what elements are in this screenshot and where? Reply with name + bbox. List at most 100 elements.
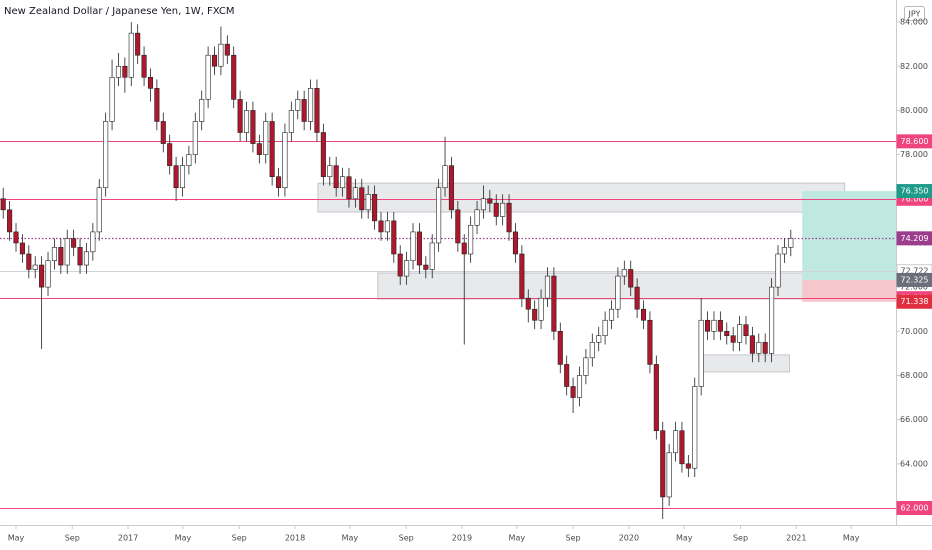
candle-body xyxy=(109,77,115,122)
zone xyxy=(317,182,846,213)
candle-body xyxy=(19,242,25,255)
candle-body xyxy=(352,187,358,200)
candle-body xyxy=(218,43,224,67)
candle-body xyxy=(128,32,134,78)
candle-body xyxy=(711,319,717,332)
stop-badge: 71.338 xyxy=(901,297,929,306)
x-tick-label: 2021 xyxy=(786,534,806,543)
candle-body xyxy=(32,264,38,270)
candle-body xyxy=(0,198,6,211)
candle-body xyxy=(730,335,736,343)
candle-body xyxy=(608,308,615,321)
entry-badge: 72.325 xyxy=(901,275,929,284)
candle-body xyxy=(506,202,512,233)
candle-body xyxy=(416,231,422,266)
candle-body xyxy=(211,54,218,67)
candle-body xyxy=(77,247,83,266)
candle-body xyxy=(500,202,506,217)
level-badge: 78.600 xyxy=(901,137,929,146)
candle-body xyxy=(308,88,314,122)
candle-body xyxy=(154,88,160,122)
candle-body xyxy=(692,386,698,469)
candle-body xyxy=(647,319,653,365)
candle-body xyxy=(551,275,557,332)
candle-body xyxy=(276,176,282,189)
candle-body xyxy=(519,253,525,299)
candle-body xyxy=(544,275,551,299)
level-badge: 62.000 xyxy=(901,503,929,512)
plot-area xyxy=(0,22,897,520)
currency-box[interactable] xyxy=(904,6,925,21)
x-tick-label: May xyxy=(8,534,25,543)
candle-body xyxy=(205,54,211,100)
candle-body xyxy=(769,286,775,354)
candle-body xyxy=(615,275,621,310)
candle-body xyxy=(602,319,608,337)
candle-body xyxy=(269,121,275,177)
candle-body xyxy=(666,452,672,498)
candle-body xyxy=(224,43,230,56)
candle-body xyxy=(621,269,627,277)
candle-body xyxy=(243,110,250,133)
candle-body xyxy=(557,330,563,365)
candle-body xyxy=(256,143,262,155)
x-tick-label: 2020 xyxy=(619,534,639,543)
candle-body xyxy=(103,121,109,189)
candle-body xyxy=(532,308,538,321)
candle-body xyxy=(673,430,679,454)
candle-body xyxy=(436,187,442,244)
candle-body xyxy=(58,247,64,266)
y-tick-label: 64.000 xyxy=(900,459,928,468)
y-tick-label: 84.000 xyxy=(900,18,928,27)
x-tick-label: Sep xyxy=(65,534,80,543)
candle-body xyxy=(26,253,32,270)
candle-body xyxy=(250,110,256,144)
candle-body xyxy=(640,308,647,321)
y-tick-label: 70.000 xyxy=(900,327,928,336)
candle-body xyxy=(628,269,634,288)
candle-body xyxy=(749,335,755,354)
candle-body xyxy=(179,165,186,189)
candle-body xyxy=(583,357,589,376)
candle-body xyxy=(192,121,198,155)
candle-body xyxy=(237,99,243,133)
candle-body xyxy=(404,260,410,277)
candle-body xyxy=(346,176,352,200)
x-tick-label: May xyxy=(509,534,526,543)
x-tick-label: Sep xyxy=(733,534,748,543)
target-badge: 76.350 xyxy=(901,187,929,196)
candle-body xyxy=(634,286,640,310)
candle-body xyxy=(461,242,467,255)
x-tick-label: Sep xyxy=(399,534,414,543)
candle-body xyxy=(660,430,666,498)
candle-body xyxy=(717,319,723,332)
level-badge: 72.722 xyxy=(901,267,929,276)
candle-body xyxy=(115,65,122,78)
candle-body xyxy=(263,121,269,155)
candle-body xyxy=(762,342,768,354)
y-tick-label: 68.000 xyxy=(900,371,928,380)
candle-body xyxy=(596,335,602,343)
candle-body xyxy=(167,143,173,166)
candle-body xyxy=(788,238,794,248)
currency-label[interactable]: JPY xyxy=(908,10,921,19)
chart-title: New Zealand Dollar / Japanese Yen, 1W, F… xyxy=(4,6,235,17)
candle-body xyxy=(51,247,57,261)
level-badge-bg xyxy=(896,134,932,149)
candle-body xyxy=(698,319,704,387)
candle-body xyxy=(122,65,128,78)
candle-body xyxy=(378,220,384,233)
candle-body xyxy=(282,132,288,189)
candle-body xyxy=(429,242,435,270)
candle-body xyxy=(160,121,166,144)
entry-badge-bg xyxy=(896,272,932,287)
candle-body xyxy=(147,77,154,89)
candle-body xyxy=(90,231,96,253)
candle-body xyxy=(333,165,339,189)
candle-body xyxy=(327,165,333,177)
candle-body xyxy=(653,364,659,431)
x-tick-label: Sep xyxy=(566,534,581,543)
candle-body xyxy=(410,231,416,261)
